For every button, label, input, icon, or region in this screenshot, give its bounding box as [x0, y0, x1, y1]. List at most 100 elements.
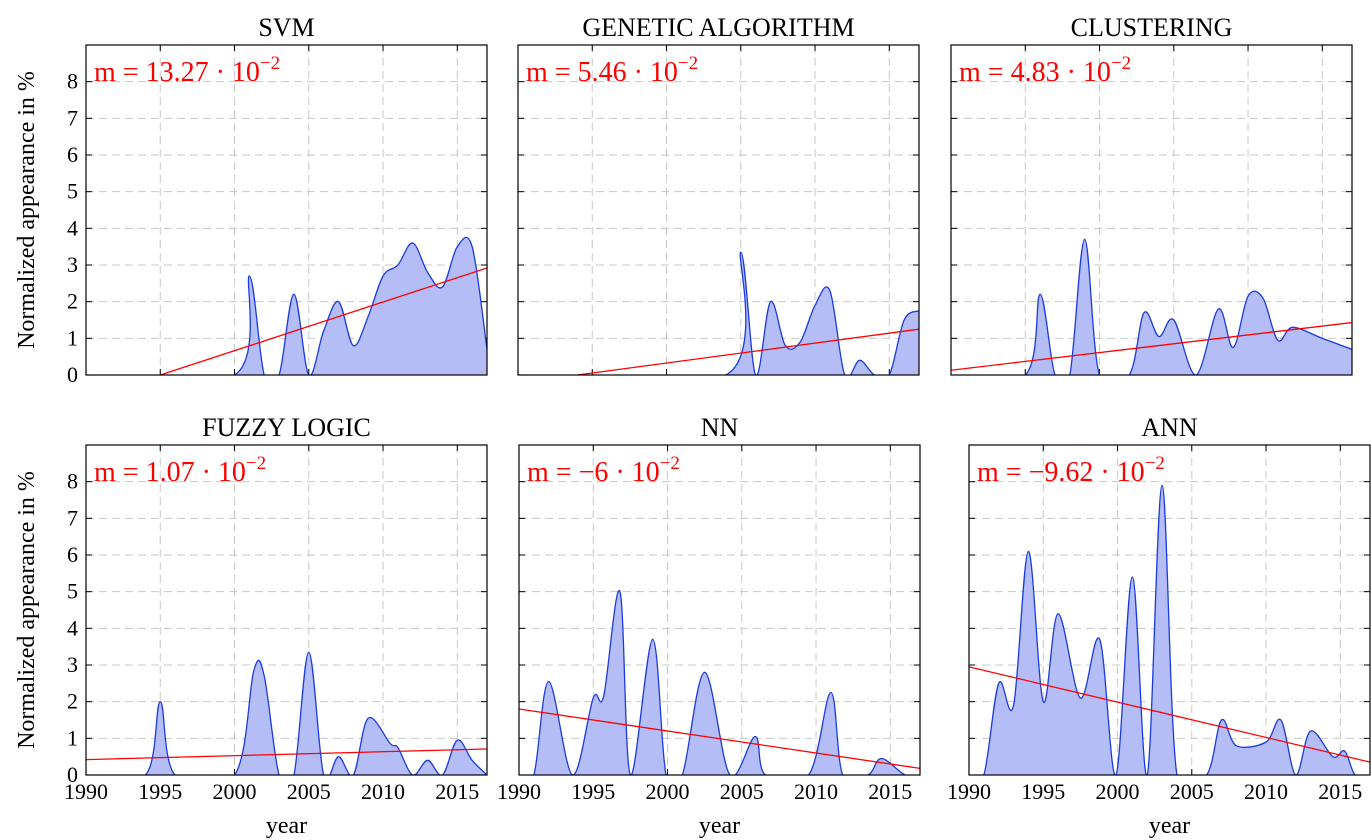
x-tick-label: 1995 — [138, 779, 182, 804]
plot-frame — [518, 444, 921, 776]
slope-text: m = −9.62 · 10 — [977, 457, 1145, 488]
plot-frame — [85, 44, 488, 376]
slope-annotation: m = 5.46 · 10−2 — [526, 53, 698, 88]
y-tick-label: 6 — [67, 542, 78, 567]
slope-exponent: −2 — [246, 453, 266, 474]
y-tick-label: 8 — [67, 469, 78, 494]
plot-frame — [968, 444, 1371, 776]
slope-annotation: m = 4.83 · 10−2 — [959, 53, 1131, 88]
area-line — [86, 236, 487, 375]
y-tick-label: 1 — [67, 325, 78, 350]
x-tick-label: 2005 — [720, 779, 764, 804]
x-tick-label: 1990 — [64, 779, 108, 804]
x-tick-label: 2000 — [646, 779, 690, 804]
y-axis-label: Normalized appearance in % — [14, 71, 40, 349]
panel: 0 1 2 3 4 5 6 7 8 1990 1995 2000 2005 2010 2015 m = 1.0… — [14, 413, 488, 839]
slope-text: m = 13.27 · 10 — [94, 57, 260, 88]
plot-area — [86, 651, 487, 775]
area-line — [518, 251, 919, 375]
plot-area — [86, 236, 487, 375]
area-line — [519, 589, 920, 775]
slope-exponent: −2 — [1111, 53, 1131, 74]
panel-title: ANN — [1141, 413, 1198, 442]
y-tick-label: 0 — [67, 362, 78, 387]
y-tick-label: 0 — [67, 762, 78, 787]
panel: m = 5.46 · 10−2 GENETIC ALGORITHM — [517, 13, 920, 376]
slope-text: m = −6 · 10 — [527, 457, 660, 488]
plot-frame — [85, 444, 488, 776]
y-tick-label: 2 — [67, 689, 78, 714]
plot-frame — [950, 44, 1353, 376]
area-fill — [518, 252, 919, 375]
area-fill — [951, 239, 1352, 375]
y-tick-label: 6 — [67, 142, 78, 167]
slope-text: m = 4.83 · 10 — [959, 57, 1111, 88]
x-tick-label: 1995 — [571, 779, 615, 804]
plot-area — [518, 251, 919, 375]
trend-line — [86, 748, 487, 761]
plot-frame — [517, 44, 920, 376]
x-tick-label: 1995 — [1021, 779, 1065, 804]
y-tick-label: 3 — [67, 652, 78, 677]
x-tick-label: 2000 — [213, 779, 257, 804]
x-tick-label: 2000 — [1096, 779, 1140, 804]
y-tick-label: 7 — [67, 105, 78, 130]
slope-text: m = 1.07 · 10 — [94, 457, 246, 488]
panel: 1990 1995 2000 2005 2010 2015 m = −6 · 10−2 NN y… — [497, 413, 921, 839]
panel: 0 1 2 3 4 5 6 7 8 m = 13.27 · 10−2 SVM Normalized a… — [14, 13, 488, 387]
y-tick-label: 1 — [67, 725, 78, 750]
area-line — [86, 651, 487, 775]
x-axis-label: year — [1149, 813, 1190, 839]
panel-title: GENETIC ALGORITHM — [582, 13, 854, 42]
y-tick-label: 8 — [67, 69, 78, 94]
trend-line — [951, 321, 1352, 371]
trend-line — [969, 666, 1370, 763]
slope-annotation: m = 13.27 · 10−2 — [94, 53, 280, 88]
panel: m = 4.83 · 10−2 CLUSTERING — [950, 13, 1353, 376]
area-fill — [519, 590, 920, 775]
slope-annotation: m = 1.07 · 10−2 — [94, 453, 266, 488]
x-tick-label: 1990 — [947, 779, 991, 804]
y-axis-label: Normalized appearance in % — [14, 471, 40, 749]
panel-title: NN — [701, 413, 739, 442]
slope-exponent: −2 — [678, 53, 698, 74]
x-tick-label: 2005 — [287, 779, 331, 804]
y-tick-label: 3 — [67, 252, 78, 277]
slope-annotation: m = −9.62 · 10−2 — [977, 453, 1165, 488]
y-tick-label: 4 — [67, 215, 78, 240]
x-axis-label: year — [266, 813, 307, 839]
slope-exponent: −2 — [660, 453, 680, 474]
x-tick-label: 1990 — [497, 779, 541, 804]
plot-area — [969, 484, 1370, 775]
x-tick-label: 2005 — [1170, 779, 1214, 804]
slope-exponent: −2 — [1145, 453, 1165, 474]
y-tick-label: 5 — [67, 179, 78, 204]
panel: 1990 1995 2000 2005 2010 2015 m = −9.62 · 10−2… — [947, 413, 1371, 839]
y-tick-label: 4 — [67, 615, 78, 640]
trend-line — [577, 328, 919, 375]
area-fill — [86, 237, 487, 375]
area-fill — [86, 652, 487, 775]
y-tick-label: 2 — [67, 289, 78, 314]
plot-area — [519, 589, 920, 775]
x-axis-label: year — [699, 813, 740, 839]
trend-line — [160, 267, 487, 375]
plot-area — [951, 238, 1352, 375]
x-tick-label: 2010 — [361, 779, 405, 804]
trend-line — [519, 708, 920, 770]
y-tick-label: 7 — [67, 505, 78, 530]
area-fill — [969, 485, 1370, 775]
panel-title: SVM — [258, 13, 314, 42]
slope-exponent: −2 — [260, 53, 280, 74]
slope-text: m = 5.46 · 10 — [526, 57, 678, 88]
panel-title: FUZZY LOGIC — [202, 413, 371, 442]
y-tick-label: 5 — [67, 579, 78, 604]
panel-title: CLUSTERING — [1071, 13, 1233, 42]
x-tick-label: 2015 — [1318, 779, 1362, 804]
x-tick-label: 2015 — [435, 779, 479, 804]
slope-annotation: m = −6 · 10−2 — [527, 453, 680, 488]
x-tick-label: 2015 — [868, 779, 912, 804]
x-tick-label: 2010 — [794, 779, 838, 804]
